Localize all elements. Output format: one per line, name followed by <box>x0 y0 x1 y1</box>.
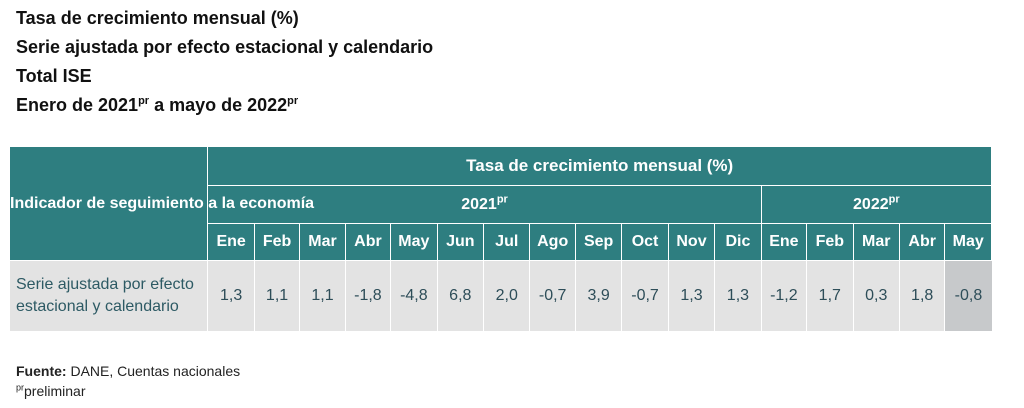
month-header: Sep <box>574 223 623 261</box>
value-cell: -1,8 <box>345 260 392 331</box>
value-cell: -1,2 <box>761 260 808 331</box>
month-header: Mar <box>852 223 900 261</box>
month-header-latest: May <box>944 223 992 261</box>
year-header-2021: 2021pr <box>207 185 762 224</box>
month-header: Ago <box>529 223 576 261</box>
month-header: Abr <box>344 223 392 261</box>
source-note: Fuente: DANE, Cuentas nacionales <box>16 361 240 381</box>
preliminary-mark: pr <box>888 193 900 206</box>
period-end: a mayo de 2022 <box>154 95 288 115</box>
preliminary-mark: pr <box>16 382 25 393</box>
source-label: Fuente: <box>16 363 67 379</box>
title-line-4: Enero de 2021pr a mayo de 2022pr <box>16 91 433 120</box>
value-cell: 0,3 <box>853 260 900 331</box>
month-header: Feb <box>253 223 301 261</box>
value-cell: 2,0 <box>483 260 531 331</box>
value-cell: 1,1 <box>254 260 301 331</box>
table-row: Serie ajustada por efecto estacional y c… <box>10 260 992 331</box>
period-start: Enero de 2021 <box>16 95 139 115</box>
preliminary-text: preliminar <box>24 383 86 399</box>
month-header: May <box>390 223 438 261</box>
value-cell: 1,3 <box>714 260 762 331</box>
month-header: Jul <box>483 223 531 261</box>
year-header-2022: 2022pr <box>760 185 993 224</box>
value-cell: 1,3 <box>207 260 255 331</box>
preliminary-note: prpreliminar <box>16 381 240 401</box>
value-cell: -4,8 <box>390 260 438 331</box>
month-header: Ene <box>760 223 808 261</box>
title-line-1: Tasa de crecimiento mensual (%) <box>16 8 299 28</box>
preliminary-mark: pr <box>287 95 299 107</box>
indicator-header: Indicador de seguimiento a la economía <box>10 146 314 261</box>
month-header: Nov <box>667 223 716 261</box>
value-cell: 1,1 <box>299 260 346 331</box>
value-cell: -0,7 <box>529 260 576 331</box>
value-cell: 1,8 <box>899 260 946 331</box>
month-header: Oct <box>621 223 669 261</box>
months-row: Ene Feb Mar Abr May Jun Jul Ago Sep Oct … <box>10 223 992 261</box>
growth-rate-table: Indicador de seguimiento a la economía T… <box>10 146 993 331</box>
preliminary-mark: pr <box>496 193 508 206</box>
month-header: Dic <box>714 223 762 261</box>
value-cell: 1,7 <box>806 260 854 331</box>
report-titles: Tasa de crecimiento mensual (%) Serie aj… <box>16 4 433 120</box>
month-header: Feb <box>806 223 854 261</box>
value-cell-latest: -0,8 <box>944 260 992 331</box>
value-cell: 3,9 <box>575 260 623 331</box>
month-header: Ene <box>207 223 255 261</box>
value-cell: 6,8 <box>437 260 485 331</box>
title-line-3: Total ISE <box>16 66 92 86</box>
value-cell: -0,7 <box>621 260 669 331</box>
table-footer: Fuente: DANE, Cuentas nacionales prpreli… <box>16 361 240 401</box>
year-label: 2021 <box>461 195 497 213</box>
month-header: Jun <box>436 223 485 261</box>
title-line-2: Serie ajustada por efecto estacional y c… <box>16 37 434 57</box>
month-header: Abr <box>898 223 946 261</box>
preliminary-mark: pr <box>138 95 150 107</box>
row-label: Serie ajustada por efecto estacional y c… <box>10 260 209 331</box>
group-header: Tasa de crecimiento mensual (%) <box>207 146 992 186</box>
month-header: Mar <box>299 223 346 261</box>
value-cell: 1,3 <box>668 260 716 331</box>
source-text: DANE, Cuentas nacionales <box>66 363 241 379</box>
year-label: 2022 <box>853 195 889 213</box>
